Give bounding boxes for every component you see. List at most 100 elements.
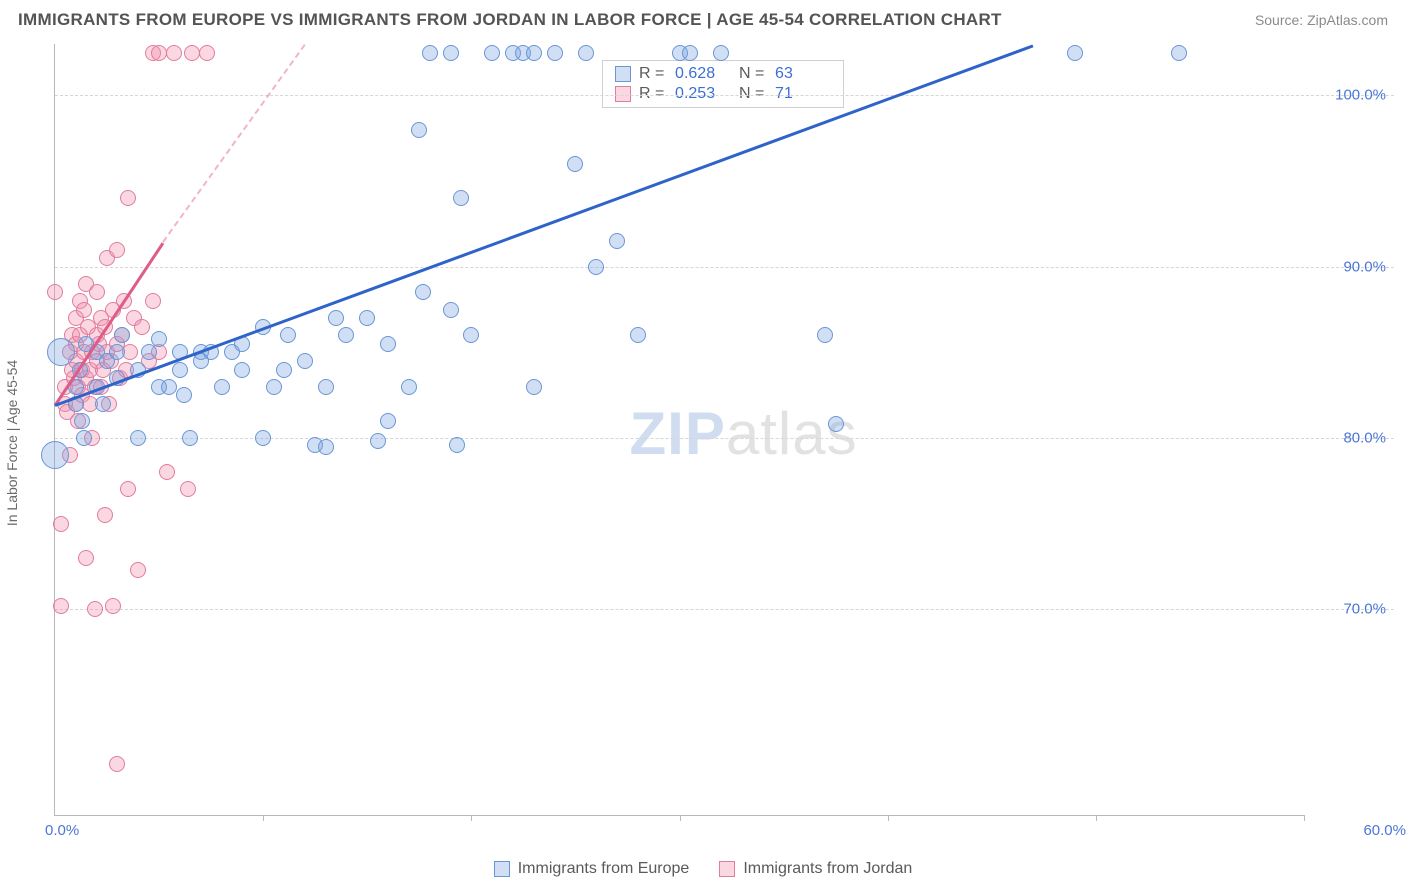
watermark-bold: ZIP <box>630 400 726 467</box>
data-point <box>141 344 157 360</box>
data-point <box>380 336 396 352</box>
data-point <box>526 379 542 395</box>
source-attribution: Source: ZipAtlas.com <box>1255 12 1388 28</box>
correlation-chart: In Labor Force | Age 45-54 ZIPatlas 0.0%… <box>18 44 1394 842</box>
y-tick-label: 70.0% <box>1343 601 1386 618</box>
data-point <box>76 430 92 446</box>
data-point <box>463 327 479 343</box>
stats-row-europe: R = 0.628 N = 63 <box>603 64 843 84</box>
data-point <box>297 353 313 369</box>
data-point <box>484 45 500 61</box>
x-axis-min-label: 0.0% <box>45 822 79 839</box>
data-point <box>578 45 594 61</box>
data-point <box>1171 45 1187 61</box>
data-point <box>97 507 113 523</box>
data-point <box>159 464 175 480</box>
data-point <box>95 396 111 412</box>
stat-n-europe: 63 <box>775 65 831 83</box>
data-point <box>411 122 427 138</box>
stat-label: N = <box>739 65 767 83</box>
stat-label: N = <box>739 85 767 103</box>
data-point <box>526 45 542 61</box>
stat-r-europe: 0.628 <box>675 65 731 83</box>
legend-item-europe: Immigrants from Europe <box>494 860 690 878</box>
stat-label: R = <box>639 65 667 83</box>
data-point <box>588 259 604 275</box>
y-tick-label: 90.0% <box>1343 258 1386 275</box>
legend-label-jordan: Immigrants from Jordan <box>743 860 912 878</box>
data-point <box>109 756 125 772</box>
x-tick <box>888 815 889 821</box>
watermark: ZIPatlas <box>630 399 858 468</box>
data-point <box>41 441 69 469</box>
data-point <box>109 344 125 360</box>
x-axis-max-label: 60.0% <box>1363 822 1406 839</box>
data-point <box>547 45 563 61</box>
data-point <box>401 379 417 395</box>
data-point <box>47 338 75 366</box>
data-point <box>176 387 192 403</box>
data-point <box>255 430 271 446</box>
data-point <box>151 331 167 347</box>
legend-item-jordan: Immigrants from Jordan <box>719 860 912 878</box>
x-tick <box>680 815 681 821</box>
data-point <box>161 379 177 395</box>
data-point <box>180 481 196 497</box>
data-point <box>120 190 136 206</box>
data-point <box>145 293 161 309</box>
trend-line-extrapolation <box>162 44 305 242</box>
data-point <box>130 562 146 578</box>
data-point <box>87 601 103 617</box>
source-prefix: Source: <box>1255 12 1307 28</box>
stat-label: R = <box>639 85 667 103</box>
page-title: IMMIGRANTS FROM EUROPE VS IMMIGRANTS FRO… <box>18 10 1002 30</box>
data-point <box>817 327 833 343</box>
data-point <box>453 190 469 206</box>
data-point <box>199 45 215 61</box>
data-point <box>266 379 282 395</box>
data-point <box>172 362 188 378</box>
y-tick-label: 100.0% <box>1335 87 1386 104</box>
data-point <box>214 379 230 395</box>
data-point <box>443 45 459 61</box>
data-point <box>609 233 625 249</box>
x-tick <box>471 815 472 821</box>
data-point <box>47 284 63 300</box>
data-point <box>134 319 150 335</box>
stats-row-jordan: R = 0.253 N = 71 <box>603 84 843 104</box>
legend-swatch-jordan <box>719 861 735 877</box>
gridline <box>55 609 1394 610</box>
data-point <box>359 310 375 326</box>
legend-swatch-jordan <box>615 86 631 102</box>
watermark-rest: atlas <box>726 400 858 467</box>
data-point <box>114 327 130 343</box>
data-point <box>828 416 844 432</box>
gridline <box>55 95 1394 96</box>
data-point <box>713 45 729 61</box>
legend-swatch-europe <box>494 861 510 877</box>
trend-line <box>54 44 1033 407</box>
data-point <box>328 310 344 326</box>
chart-legend: Immigrants from Europe Immigrants from J… <box>0 860 1406 878</box>
data-point <box>53 516 69 532</box>
data-point <box>74 413 90 429</box>
data-point <box>276 362 292 378</box>
source-name: ZipAtlas.com <box>1307 12 1388 28</box>
x-tick <box>1096 815 1097 821</box>
data-point <box>630 327 646 343</box>
data-point <box>109 242 125 258</box>
stat-n-jordan: 71 <box>775 85 831 103</box>
data-point <box>130 430 146 446</box>
data-point <box>89 284 105 300</box>
data-point <box>318 379 334 395</box>
correlation-stats-box: R = 0.628 N = 63 R = 0.253 N = 71 <box>602 60 844 108</box>
plot-area: ZIPatlas 0.0% 60.0% R = 0.628 N = 63 R =… <box>54 44 1304 816</box>
data-point <box>280 327 296 343</box>
data-point <box>567 156 583 172</box>
data-point <box>76 302 92 318</box>
data-point <box>415 284 431 300</box>
data-point <box>422 45 438 61</box>
data-point <box>78 550 94 566</box>
data-point <box>234 362 250 378</box>
data-point <box>338 327 354 343</box>
